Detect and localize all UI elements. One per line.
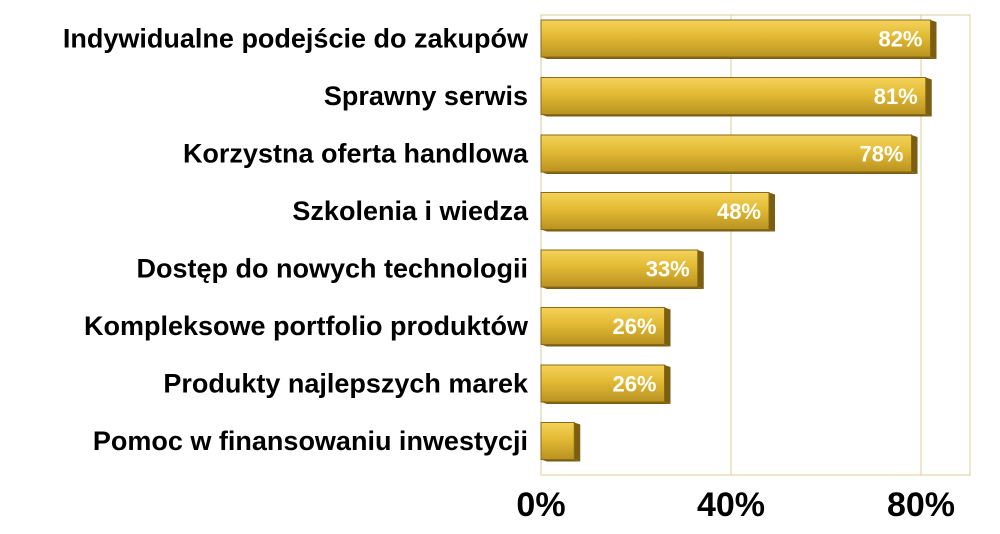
value-label: 81% [874,84,918,109]
bar-depth-side [664,307,671,347]
bars-layer: 82% 81% 78% 48% 33% 26% 26% [540,19,937,462]
bar-face [540,307,665,345]
bar-3 [540,134,918,174]
bar-8 [540,422,581,462]
value-label: 26% [612,372,656,397]
bar-face [540,19,931,58]
bar-depth-side [911,135,918,174]
bar-4 [540,192,775,232]
x-tick-label: 0% [516,486,565,524]
bar-face [540,134,912,173]
category-label: Indywidualne podejście do zakupów [63,24,529,54]
bar-depth-side [930,20,937,59]
value-label: 26% [612,314,656,339]
category-label: Korzystna oferta handlowa [183,139,529,169]
bar-depth-side [697,250,704,289]
category-label: Sprawny serwis [324,81,528,111]
category-label: Pomoc w finansowaniu inwestycji [93,426,528,456]
plot-border [540,14,971,476]
bar-face [540,422,575,460]
bar-depth-side [925,77,932,117]
bar-2 [540,77,932,117]
category-label: Produkty najlepszych marek [163,369,529,399]
value-label: 48% [717,199,761,224]
bar-face [540,249,699,288]
category-label: Kompleksowe portfolio produktów [84,311,529,341]
bar-depth-side [574,422,581,462]
x-axis-ticks: 0% 40% 80% [516,486,955,524]
category-label: Dostęp do nowych technologii [137,254,529,284]
category-label: Szkolenia i wiedza [292,196,529,226]
bar-face [540,364,665,403]
category-labels: Indywidualne podejście do zakupów Sprawny… [63,24,529,457]
bar-5 [540,249,704,289]
bar-face [540,192,770,230]
bar-depth-side [769,192,775,232]
value-label: 82% [878,27,922,52]
value-label: 33% [646,257,690,282]
x-tick-label: 40% [697,486,765,524]
x-tick-label: 80% [887,486,955,524]
bar-face [540,77,927,115]
value-label: 78% [859,142,903,167]
bar-depth-side [664,365,671,404]
bar-6 [540,307,671,347]
bar-1 [540,19,937,59]
bar-7 [540,364,671,404]
